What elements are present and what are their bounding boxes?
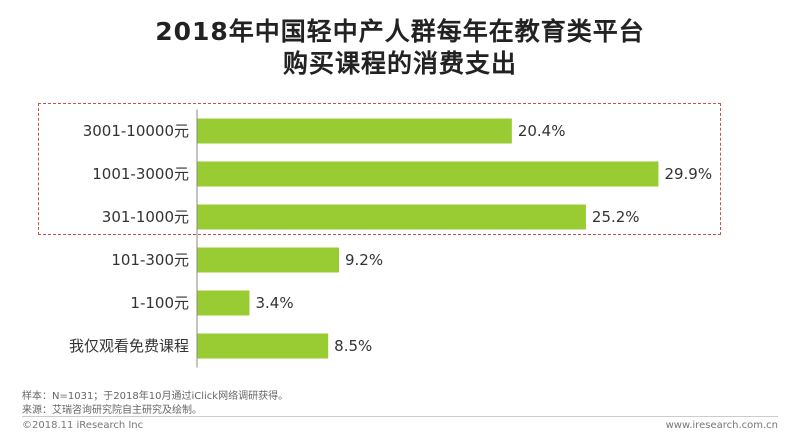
source-note: 来源：艾瑞咨询研究院自主研究及绘制。 [22, 405, 202, 416]
bar-3 [197, 247, 339, 273]
bar-2 [197, 204, 586, 230]
category-label-2: 301-1000元 [102, 208, 189, 226]
highlight-box [38, 103, 721, 235]
value-label-4: 3.4% [255, 294, 293, 312]
copyright-text: ©2018.11 iResearch Inc [22, 420, 144, 431]
chart-title-line2: 购买课程的消费支出 [282, 49, 517, 78]
value-label-2: 25.2% [592, 208, 640, 226]
bar-1 [197, 161, 659, 187]
footer-divider [22, 416, 778, 417]
value-label-5: 8.5% [334, 337, 372, 355]
bar-0 [197, 118, 512, 144]
value-label-1: 29.9% [664, 165, 712, 183]
value-label-0: 20.4% [518, 122, 566, 140]
category-label-3: 101-300元 [111, 251, 189, 269]
website-text: www.iresearch.com.cn [665, 420, 778, 431]
chart-title-line1: 2018年中国轻中产人群每年在教育类平台 [155, 17, 645, 46]
bar-5 [197, 333, 329, 359]
sample-note: 样本：N=1031；于2018年10月通过iClick网络调研获得。 [22, 391, 289, 402]
bars-group: 3001-10000元 20.4% 1001-3000元 29.9% 301-1000元… [69, 118, 712, 359]
bar-4 [197, 290, 250, 316]
category-label-5: 我仅观看免费课程 [69, 337, 189, 355]
category-label-4: 1-100元 [130, 294, 189, 312]
category-label-1: 1001-3000元 [92, 165, 189, 183]
value-label-3: 9.2% [345, 251, 383, 269]
category-label-0: 3001-10000元 [83, 122, 189, 140]
